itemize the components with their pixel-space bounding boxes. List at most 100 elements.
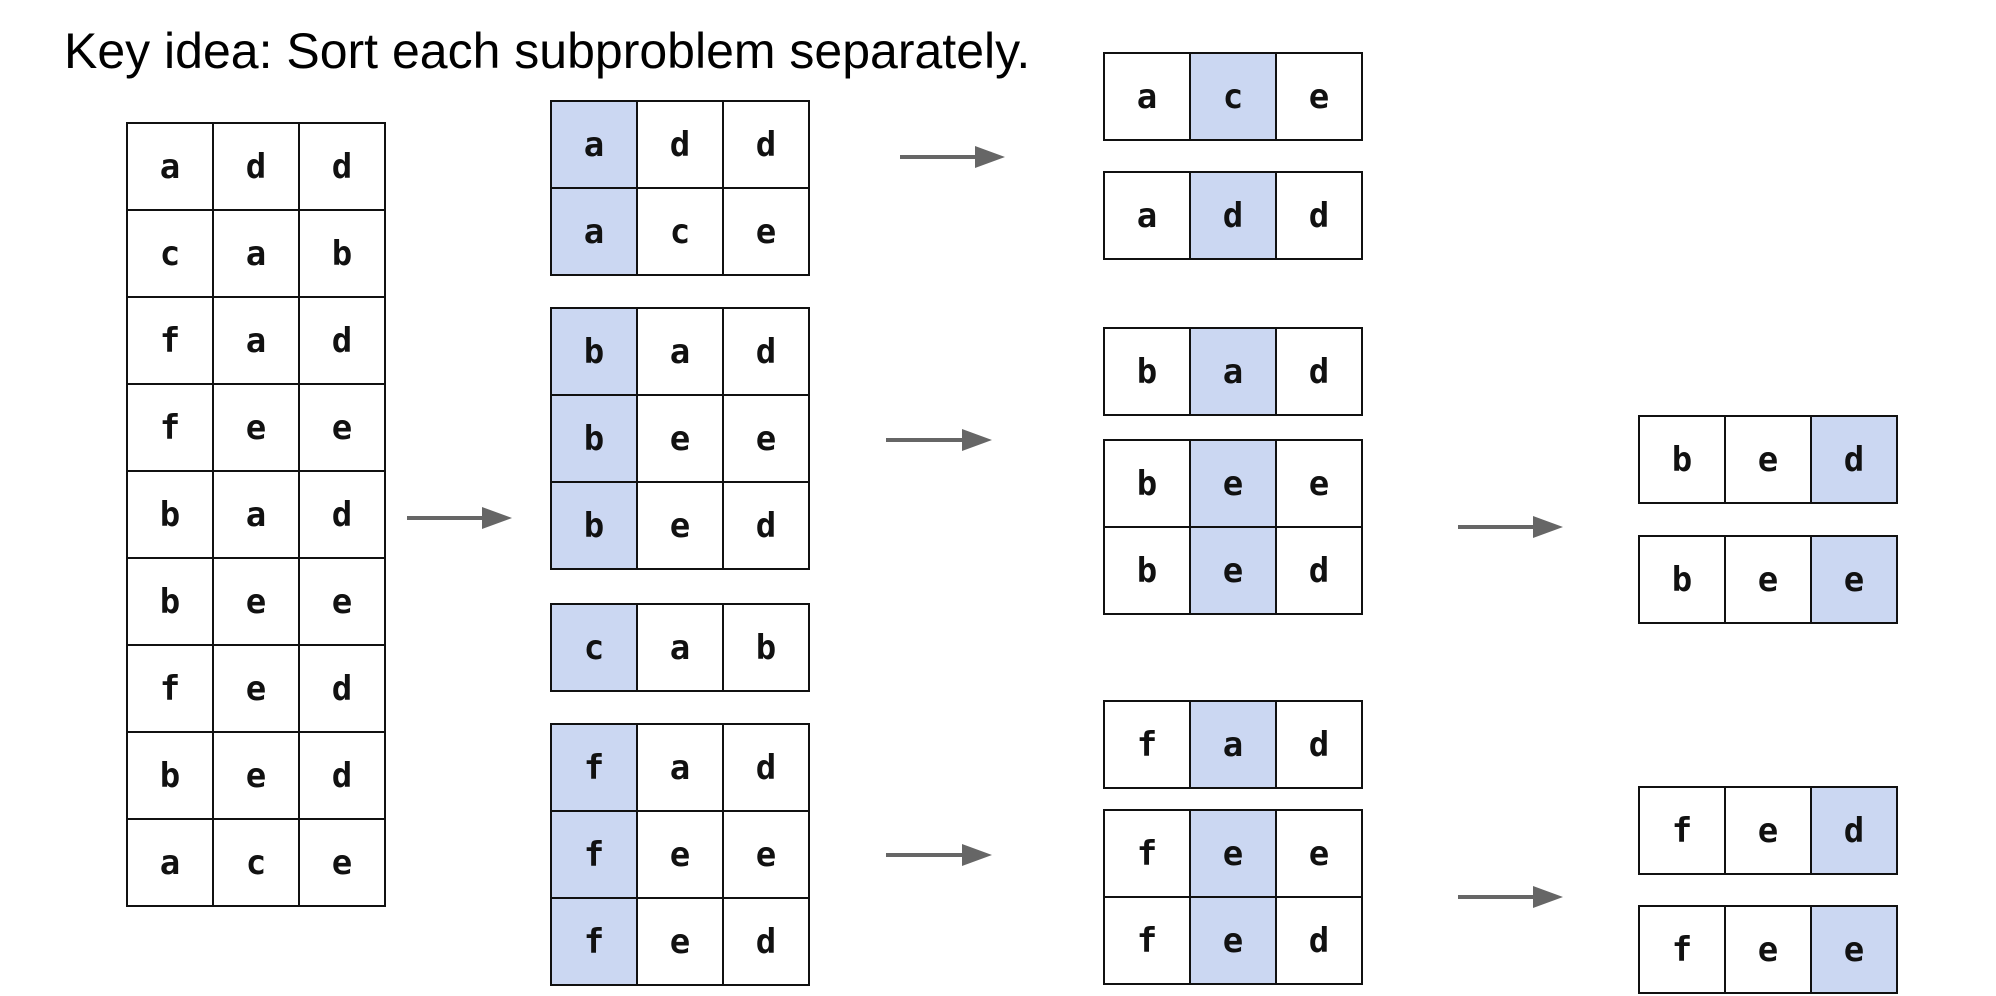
table-cell: d: [724, 725, 810, 812]
table-cell: a: [214, 211, 300, 298]
table-cell: e: [214, 559, 300, 646]
table-cell: d: [300, 298, 386, 385]
table-cell: e: [1191, 441, 1277, 528]
table-cell: b: [552, 483, 638, 570]
table-cell: e: [1277, 441, 1363, 528]
table-cell: b: [128, 733, 214, 820]
table-cell: e: [1726, 417, 1812, 504]
table-cell: a: [552, 102, 638, 189]
table-cell: e: [1726, 907, 1812, 994]
table-cell: d: [1812, 788, 1898, 875]
table-cell: e: [214, 646, 300, 733]
table-cell: a: [214, 298, 300, 385]
table-cell: a: [638, 725, 724, 812]
table-cell: e: [300, 820, 386, 907]
table-cell: d: [300, 733, 386, 820]
table-cell: d: [300, 472, 386, 559]
table-cell: b: [1105, 528, 1191, 615]
table-cell: a: [1105, 173, 1191, 260]
table-cell: d: [1277, 329, 1363, 416]
table-cell: e: [300, 385, 386, 472]
table-cell: e: [1812, 907, 1898, 994]
table-cell: e: [1191, 528, 1277, 615]
table-cell: d: [214, 124, 300, 211]
table-cell: d: [1191, 173, 1277, 260]
table-cell: e: [1726, 537, 1812, 624]
table-cell: d: [724, 483, 810, 570]
table-cell: a: [638, 605, 724, 692]
table-cell: f: [552, 812, 638, 899]
table-cell: e: [1812, 537, 1898, 624]
table-cell: a: [1191, 329, 1277, 416]
table-cell: e: [214, 385, 300, 472]
table-cell: d: [724, 309, 810, 396]
table-cell: e: [1191, 811, 1277, 898]
table-cell: e: [638, 812, 724, 899]
table-cell: a: [1191, 702, 1277, 789]
arrow-group-fe-to-stage3: [1458, 886, 1563, 908]
table-cell: f: [128, 298, 214, 385]
table-cell: e: [1191, 898, 1277, 985]
table-cell: a: [214, 472, 300, 559]
arrow-group-be-to-stage3: [1458, 516, 1563, 538]
table-cell: c: [128, 211, 214, 298]
table-cell: b: [1640, 537, 1726, 624]
table-cell: e: [724, 812, 810, 899]
table-cell: b: [300, 211, 386, 298]
table-cell: a: [128, 124, 214, 211]
table-cell: e: [638, 483, 724, 570]
table-cell: f: [1105, 702, 1191, 789]
table-cell: f: [1640, 907, 1726, 994]
table-cell: d: [300, 124, 386, 211]
table-cell: d: [1277, 702, 1363, 789]
table-cell: d: [1812, 417, 1898, 504]
table-cell: f: [552, 899, 638, 986]
table-cell: f: [1640, 788, 1726, 875]
table-cell: a: [638, 309, 724, 396]
table-cell: d: [300, 646, 386, 733]
table-cell: f: [552, 725, 638, 812]
table-cell: b: [552, 396, 638, 483]
table-cell: a: [128, 820, 214, 907]
table-cell: c: [552, 605, 638, 692]
table-cell: f: [128, 646, 214, 733]
table-cell: e: [1277, 811, 1363, 898]
table-cell: c: [214, 820, 300, 907]
table-cell: e: [1726, 788, 1812, 875]
arrow-group-b-to-stage2: [886, 429, 992, 451]
table-cell: e: [1277, 54, 1363, 141]
arrow-group-a-to-stage2: [900, 146, 1005, 168]
table-cell: e: [214, 733, 300, 820]
table-cell: f: [1105, 898, 1191, 985]
table-cell: e: [724, 396, 810, 483]
table-cell: d: [724, 899, 810, 986]
table-cell: d: [1277, 528, 1363, 615]
table-cell: c: [638, 189, 724, 276]
table-cell: d: [638, 102, 724, 189]
table-cell: b: [552, 309, 638, 396]
table-cell: c: [1191, 54, 1277, 141]
table-cell: e: [638, 899, 724, 986]
table-cell: f: [128, 385, 214, 472]
table-cell: b: [1640, 417, 1726, 504]
table-cell: b: [128, 472, 214, 559]
table-cell: d: [724, 102, 810, 189]
arrow-input-to-stage1: [407, 507, 512, 529]
table-cell: e: [638, 396, 724, 483]
table-cell: b: [128, 559, 214, 646]
table-cell: a: [1105, 54, 1191, 141]
